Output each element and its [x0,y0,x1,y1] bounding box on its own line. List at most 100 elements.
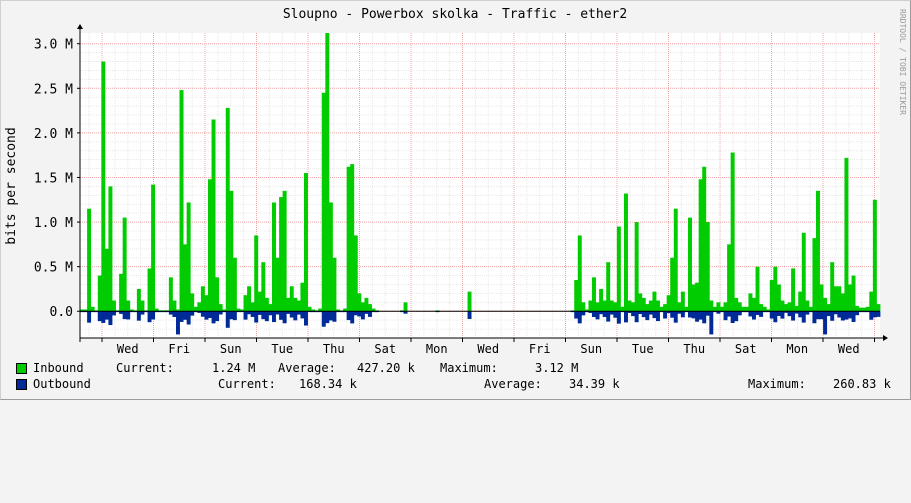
x-tick-label: Thu [683,342,705,356]
inbound-bar [360,302,365,312]
inbound-bar [634,222,639,312]
outbound-bar [104,311,109,320]
outbound-bar [595,311,600,320]
outbound-bar [467,311,472,319]
outbound-bar [101,311,106,323]
outbound-bar [250,311,255,317]
inbound-bar [293,297,298,312]
inbound-bar [343,308,348,312]
outbound-bar [112,311,116,316]
inbound-bar [200,286,205,312]
inbound-bar [90,306,95,312]
inbound-bar [289,286,294,312]
outbound-bar [602,311,607,318]
x-tick-label: Wed [838,342,860,356]
inbound-bar [659,306,664,312]
inbound-bar [840,293,845,312]
outbound-bar [403,311,408,314]
outbound-bar [634,311,639,323]
inbound-bar [656,300,660,312]
inbound-bar [140,300,145,312]
outbound-bar [264,311,269,322]
outbound-bar [819,311,824,320]
inbound-bar [613,302,618,312]
inbound-bar [862,307,867,312]
outbound-bar [325,311,330,324]
outbound-bar [670,311,675,318]
outbound-bar [599,311,604,315]
outbound-bar [87,311,92,323]
x-tick-label: Tue [271,342,293,356]
legend-inbound: Inbound Current: 1.24 M Average: 427.20 … [16,361,578,487]
x-tick-label: Thu [323,342,345,356]
inbound-bar [837,286,842,312]
inbound-bar [599,288,604,312]
outbound-bar [631,311,636,317]
inbound-bar [666,295,671,312]
outbound-current-label: Current: [218,377,276,391]
x-tick-label: Fri [168,342,190,356]
inbound-bar [304,173,308,312]
outbound-bar [168,311,173,315]
outbound-bar [869,311,874,320]
inbound-bar [318,308,323,312]
inbound-bar [222,309,227,312]
outbound-bar [648,311,653,315]
outbound-bar [613,311,618,318]
inbound-bar [282,190,287,312]
outbound-bar [350,311,355,324]
inbound-bar [179,90,184,312]
outbound-bar [677,311,682,314]
outbound-bar [577,311,582,324]
outbound-bar [257,311,262,315]
inbound-bar [652,291,657,312]
inbound-bar [648,300,653,312]
outbound-bar [616,311,621,324]
inbound-bar [584,309,589,312]
inbound-bar [769,280,774,312]
inbound-bar [620,306,625,312]
outbound-bar [656,311,660,322]
inbound-bar [595,302,600,312]
inbound-bar [240,309,244,312]
inbound-bar [787,302,792,312]
outbound-bar [304,311,308,326]
inbound-bar [848,284,852,312]
inbound-bar [872,199,877,312]
inbound-bar [851,275,856,312]
inbound-bar [592,277,596,312]
inbound-average-value: 427.20 k [357,361,415,375]
inbound-bar [780,300,785,312]
inbound-bar [670,257,675,312]
inbound-bar [691,284,696,312]
inbound-bar [147,268,152,312]
inbound-bar [172,300,177,312]
inbound-bar [766,309,771,312]
outbound-bar [272,311,276,323]
inbound-current-label: Current: [116,361,174,375]
outbound-bar [730,311,735,324]
inbound-bar [865,306,870,312]
outbound-bar [183,311,188,320]
inbound-bar [186,202,191,312]
outbound-bar [353,311,358,316]
inbound-bar [247,286,252,312]
inbound-name: Inbound [33,361,84,375]
inbound-bar [136,288,141,312]
outbound-bar [279,311,284,320]
outbound-bar [606,311,611,322]
inbound-bar [193,306,198,312]
outbound-bar [261,311,266,320]
outbound-bar [776,311,781,316]
inbound-bar [279,197,284,312]
outbound-bar [805,311,810,315]
outbound-bar [136,311,141,321]
inbound-bar [759,304,764,312]
y-tick-label: 2.5 M [34,82,73,97]
y-tick-label: 0.0 [50,305,73,320]
inbound-bar [364,297,369,312]
outbound-bar [702,311,707,324]
outbound-bar [247,311,252,315]
outbound-bar [215,311,220,322]
outbound-bar [826,311,831,317]
